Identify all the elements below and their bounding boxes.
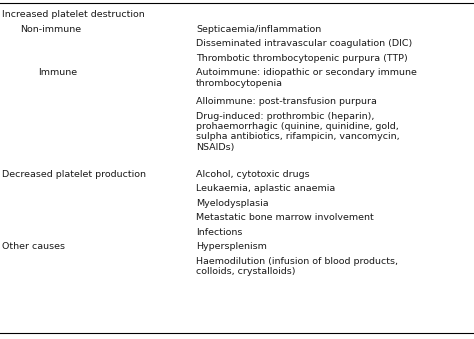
Text: Infections: Infections	[196, 228, 242, 237]
Text: Disseminated intravascular coagulation (DIC): Disseminated intravascular coagulation (…	[196, 39, 412, 48]
Text: Drug-induced: prothrombic (heparin),
prohaemorrhagic (quinine, quinidine, gold,
: Drug-induced: prothrombic (heparin), pro…	[196, 112, 400, 152]
Text: Increased platelet destruction: Increased platelet destruction	[2, 10, 145, 19]
Text: Alcohol, cytotoxic drugs: Alcohol, cytotoxic drugs	[196, 170, 310, 179]
Text: Leukaemia, aplastic anaemia: Leukaemia, aplastic anaemia	[196, 184, 335, 193]
Text: Other causes: Other causes	[2, 242, 65, 251]
Text: Haemodilution (infusion of blood products,
colloids, crystalloids): Haemodilution (infusion of blood product…	[196, 257, 398, 276]
Text: Decreased platelet production: Decreased platelet production	[2, 170, 146, 179]
Text: Immune: Immune	[38, 68, 77, 77]
Text: Alloimmune: post-transfusion purpura: Alloimmune: post-transfusion purpura	[196, 97, 377, 106]
Text: Hypersplenism: Hypersplenism	[196, 242, 267, 251]
Text: Non-immune: Non-immune	[20, 25, 81, 34]
Text: Myelodysplasia: Myelodysplasia	[196, 199, 269, 208]
Text: Autoimmune: idiopathic or secondary immune
thrombocytopenia: Autoimmune: idiopathic or secondary immu…	[196, 68, 417, 87]
Text: Metastatic bone marrow involvement: Metastatic bone marrow involvement	[196, 213, 374, 222]
Text: Thrombotic thrombocytopenic purpura (TTP): Thrombotic thrombocytopenic purpura (TTP…	[196, 54, 408, 63]
Text: Septicaemia/inflammation: Septicaemia/inflammation	[196, 25, 321, 34]
